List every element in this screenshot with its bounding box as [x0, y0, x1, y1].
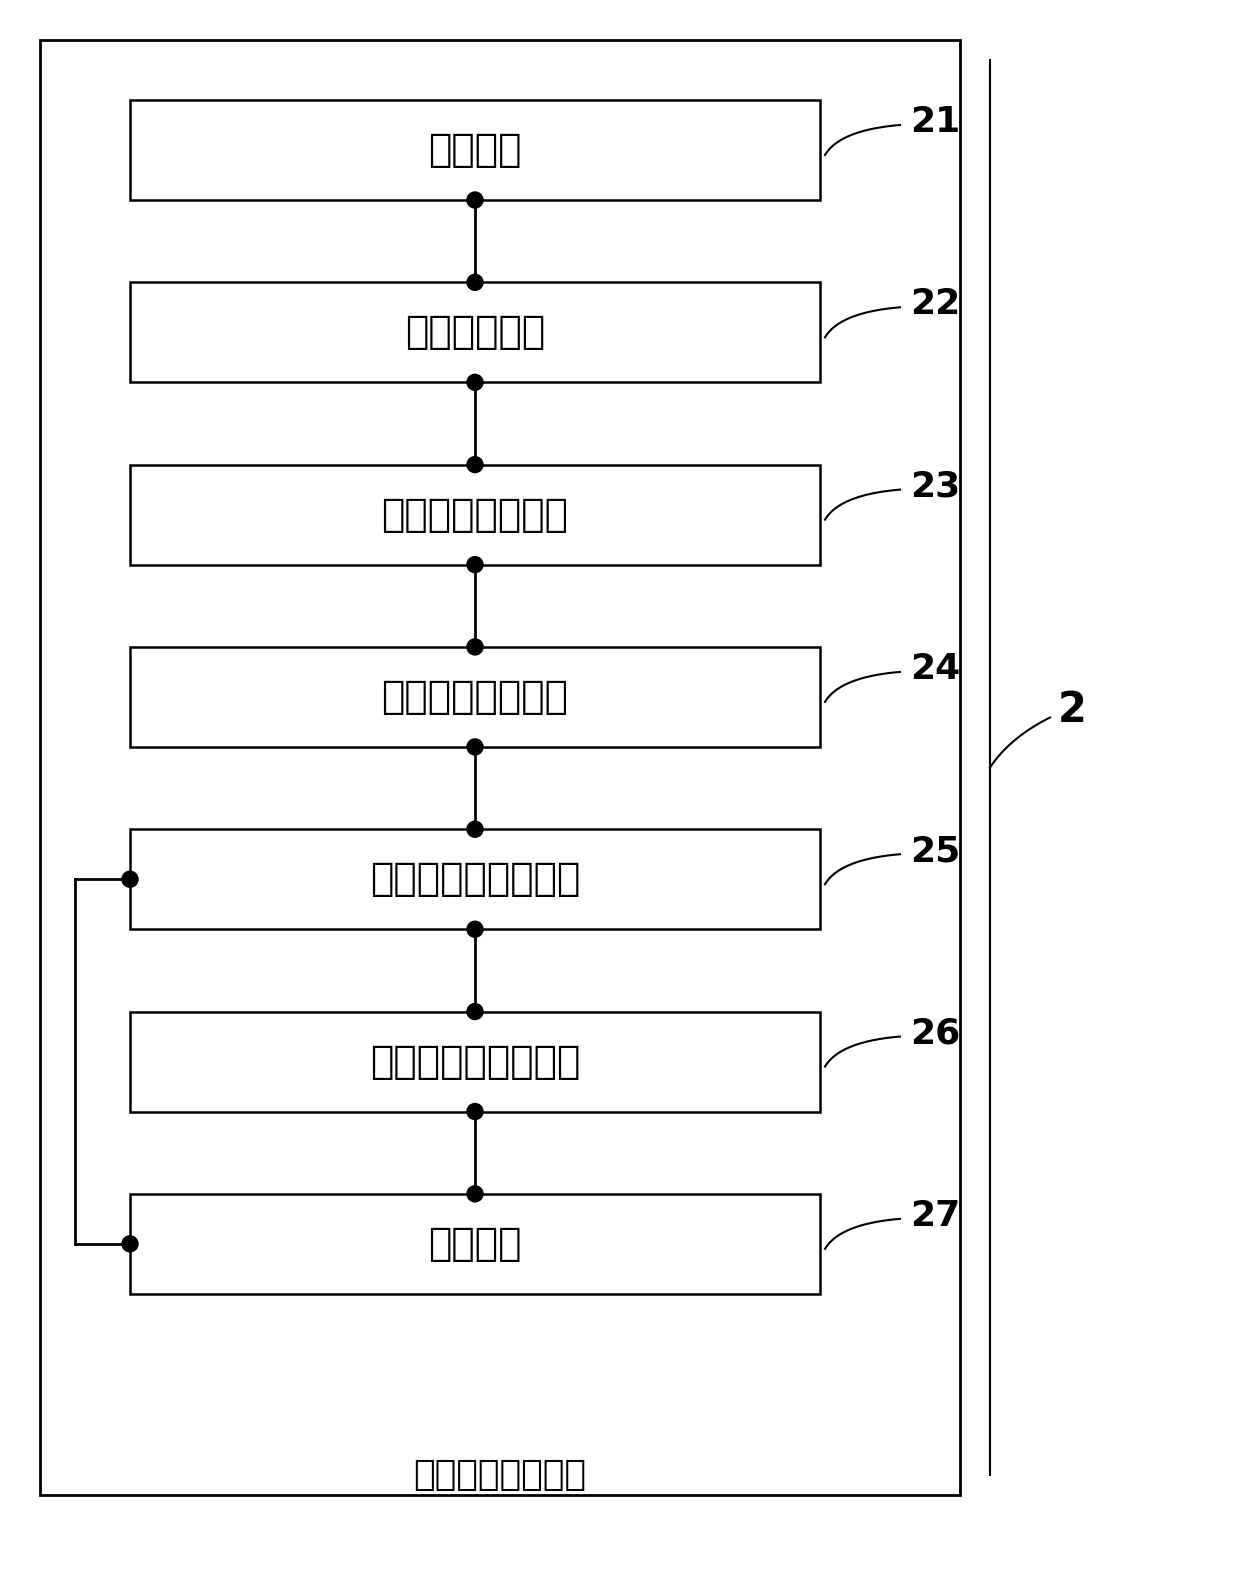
- Bar: [130, 1011, 820, 1112]
- Circle shape: [467, 1186, 484, 1202]
- Text: 21: 21: [910, 106, 960, 139]
- Text: 22: 22: [910, 287, 960, 321]
- Circle shape: [122, 1236, 138, 1252]
- Text: 25: 25: [910, 835, 960, 868]
- Circle shape: [467, 1104, 484, 1120]
- Text: 成像单元: 成像单元: [428, 1225, 522, 1263]
- Text: 获取单元: 获取单元: [428, 131, 522, 169]
- Bar: [130, 465, 820, 564]
- Text: 距离压缩单元: 距离压缩单元: [405, 313, 546, 351]
- Bar: [130, 99, 820, 200]
- Text: 径向速度计算单元: 径向速度计算单元: [382, 677, 568, 717]
- Circle shape: [467, 821, 484, 838]
- Bar: [130, 647, 820, 747]
- Bar: [130, 1194, 820, 1293]
- Bar: [40, 39, 960, 1495]
- Circle shape: [467, 1003, 484, 1019]
- Text: 2: 2: [1058, 688, 1087, 731]
- Circle shape: [467, 274, 484, 290]
- Circle shape: [467, 375, 484, 391]
- Circle shape: [467, 556, 484, 573]
- Circle shape: [467, 457, 484, 472]
- Text: 相位项补偿校正单元: 相位项补偿校正单元: [370, 860, 580, 898]
- Text: 运动目标成像装置: 运动目标成像装置: [413, 1458, 587, 1492]
- Text: 27: 27: [910, 1199, 960, 1233]
- Text: 24: 24: [910, 652, 960, 687]
- Circle shape: [467, 739, 484, 754]
- Bar: [130, 282, 820, 383]
- Circle shape: [467, 921, 484, 937]
- Text: 26: 26: [910, 1016, 960, 1051]
- Text: 距离弯曲校正单元: 距离弯曲校正单元: [382, 496, 568, 534]
- Text: 方位向速度计算单元: 方位向速度计算单元: [370, 1043, 580, 1080]
- Circle shape: [467, 192, 484, 208]
- Circle shape: [467, 639, 484, 655]
- Bar: [130, 828, 820, 929]
- Text: 23: 23: [910, 469, 960, 504]
- Circle shape: [122, 871, 138, 887]
